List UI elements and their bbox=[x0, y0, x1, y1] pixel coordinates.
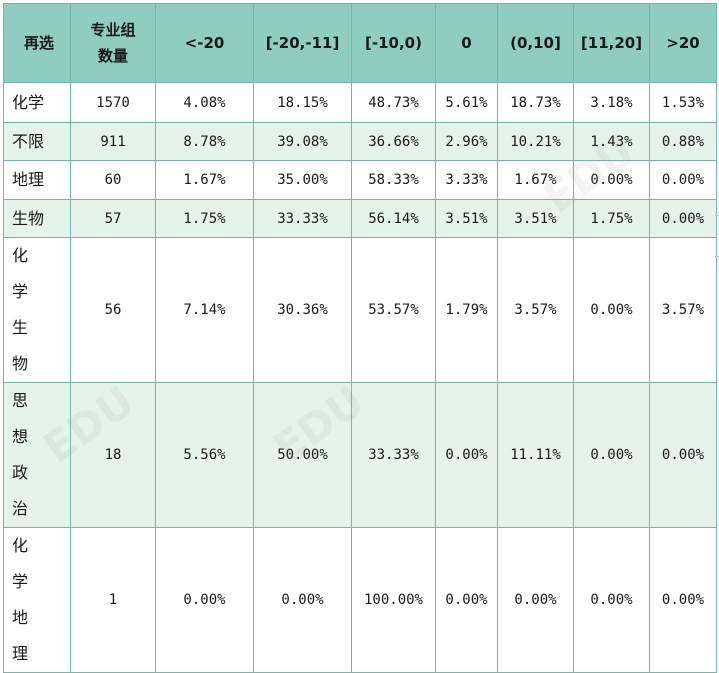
header-row: 再选 专业组数量 <-20 [-20,-11] [-10,0) 0 (0,10]… bbox=[3, 3, 717, 83]
edge-tick bbox=[715, 215, 719, 216]
row-percent-cell: 4.08% bbox=[155, 82, 254, 123]
header-minus20-minus11: [-20,-11] bbox=[253, 3, 352, 83]
row-percent-cell: 1.75% bbox=[573, 199, 650, 238]
row-category: 生物 bbox=[3, 199, 71, 238]
edge-tick bbox=[715, 256, 719, 257]
row-percent-cell: 0.00% bbox=[497, 527, 574, 673]
row-percent-cell: 1.43% bbox=[573, 122, 650, 161]
row-category: 思想政治 bbox=[3, 382, 71, 528]
row-percent-cell: 50.00% bbox=[253, 382, 352, 528]
row-category: 化学 bbox=[3, 82, 71, 123]
row-percent-cell: 3.57% bbox=[497, 237, 574, 383]
row-percent-cell: 33.33% bbox=[253, 199, 352, 238]
row-category: 地理 bbox=[3, 160, 71, 200]
row-percent-cell: 56.14% bbox=[351, 199, 436, 238]
row-category: 不限 bbox=[3, 122, 71, 161]
score-distribution-table: 再选 专业组数量 <-20 [-20,-11] [-10,0) 0 (0,10]… bbox=[3, 3, 717, 673]
row-percent-cell: 30.36% bbox=[253, 237, 352, 383]
row-percent-cell: 3.51% bbox=[497, 199, 574, 238]
row-percent-cell: 3.18% bbox=[573, 82, 650, 123]
header-reselect: 再选 bbox=[3, 3, 71, 83]
row-percent-cell: 48.73% bbox=[351, 82, 436, 123]
row-percent-cell: 2.96% bbox=[435, 122, 498, 161]
row-group-count: 18 bbox=[70, 382, 156, 528]
row-percent-cell: 58.33% bbox=[351, 160, 436, 200]
row-category: 化学生物 bbox=[3, 237, 71, 383]
row-percent-cell: 0.00% bbox=[155, 527, 254, 673]
table-row: 地理 60 1.67% 35.00% 58.33% 3.33% 1.67% 0.00% 0.00… bbox=[3, 160, 717, 200]
header-group-count: 专业组数量 bbox=[70, 3, 156, 83]
row-category: 化学地理 bbox=[3, 527, 71, 673]
row-percent-cell: 0.00% bbox=[573, 237, 650, 383]
header-0-10: (0,10] bbox=[497, 3, 574, 83]
row-group-count: 57 bbox=[70, 199, 156, 238]
row-percent-cell: 11.11% bbox=[497, 382, 574, 528]
row-percent-cell: 1.67% bbox=[497, 160, 574, 200]
row-percent-cell: 0.00% bbox=[573, 527, 650, 673]
row-percent-cell: 53.57% bbox=[351, 237, 436, 383]
row-percent-cell: 18.73% bbox=[497, 82, 574, 123]
row-percent-cell: 0.00% bbox=[649, 527, 717, 673]
row-group-count: 56 bbox=[70, 237, 156, 383]
row-percent-cell: 8.78% bbox=[155, 122, 254, 161]
row-percent-cell: 36.66% bbox=[351, 122, 436, 161]
row-percent-cell: 0.00% bbox=[649, 382, 717, 528]
row-percent-cell: 7.14% bbox=[155, 237, 254, 383]
row-group-count: 60 bbox=[70, 160, 156, 200]
row-percent-cell: 0.00% bbox=[573, 382, 650, 528]
row-group-count: 1570 bbox=[70, 82, 156, 123]
row-percent-cell: 5.56% bbox=[155, 382, 254, 528]
row-percent-cell: 0.00% bbox=[649, 160, 717, 200]
row-percent-cell: 0.00% bbox=[435, 527, 498, 673]
row-group-count: 911 bbox=[70, 122, 156, 161]
row-percent-cell: 3.51% bbox=[435, 199, 498, 238]
row-percent-cell: 5.61% bbox=[435, 82, 498, 123]
row-percent-cell: 10.21% bbox=[497, 122, 574, 161]
row-percent-cell: 100.00% bbox=[351, 527, 436, 673]
table-row: 化学生物 56 7.14% 30.36% 53.57% 1.79% 3.57% 0.00% 3.… bbox=[3, 237, 717, 383]
row-percent-cell: 35.00% bbox=[253, 160, 352, 200]
row-percent-cell: 0.00% bbox=[435, 382, 498, 528]
row-percent-cell: 3.57% bbox=[649, 237, 717, 383]
row-percent-cell: 1.79% bbox=[435, 237, 498, 383]
table-row: 化学 1570 4.08% 18.15% 48.73% 5.61% 18.73% 3.18% 1… bbox=[3, 82, 717, 123]
row-percent-cell: 3.33% bbox=[435, 160, 498, 200]
header-zero: 0 bbox=[435, 3, 498, 83]
row-percent-cell: 33.33% bbox=[351, 382, 436, 528]
row-percent-cell: 1.67% bbox=[155, 160, 254, 200]
row-percent-cell: 39.08% bbox=[253, 122, 352, 161]
table-row: 思想政治 18 5.56% 50.00% 33.33% 0.00% 11.11% 0.00% 0… bbox=[3, 382, 717, 528]
header-lt-minus20: <-20 bbox=[155, 3, 254, 83]
header-gt20: >20 bbox=[649, 3, 717, 83]
row-percent-cell: 0.88% bbox=[649, 122, 717, 161]
table-row: 化学地理 1 0.00% 0.00% 100.00% 0.00% 0.00% 0.00% 0.0… bbox=[3, 527, 717, 673]
header-minus10-0: [-10,0) bbox=[351, 3, 436, 83]
table-row: 不限 911 8.78% 39.08% 36.66% 2.96% 10.21% 1.43% 0.… bbox=[3, 122, 717, 161]
row-percent-cell: 0.00% bbox=[573, 160, 650, 200]
row-percent-cell: 0.00% bbox=[253, 527, 352, 673]
row-percent-cell: 18.15% bbox=[253, 82, 352, 123]
row-percent-cell: 1.53% bbox=[649, 82, 717, 123]
row-percent-cell: 0.00% bbox=[649, 199, 717, 238]
header-11-20: [11,20] bbox=[573, 3, 650, 83]
row-percent-cell: 1.75% bbox=[155, 199, 254, 238]
table-row: 生物 57 1.75% 33.33% 56.14% 3.51% 3.51% 1.75% 0.00… bbox=[3, 199, 717, 238]
row-group-count: 1 bbox=[70, 527, 156, 673]
